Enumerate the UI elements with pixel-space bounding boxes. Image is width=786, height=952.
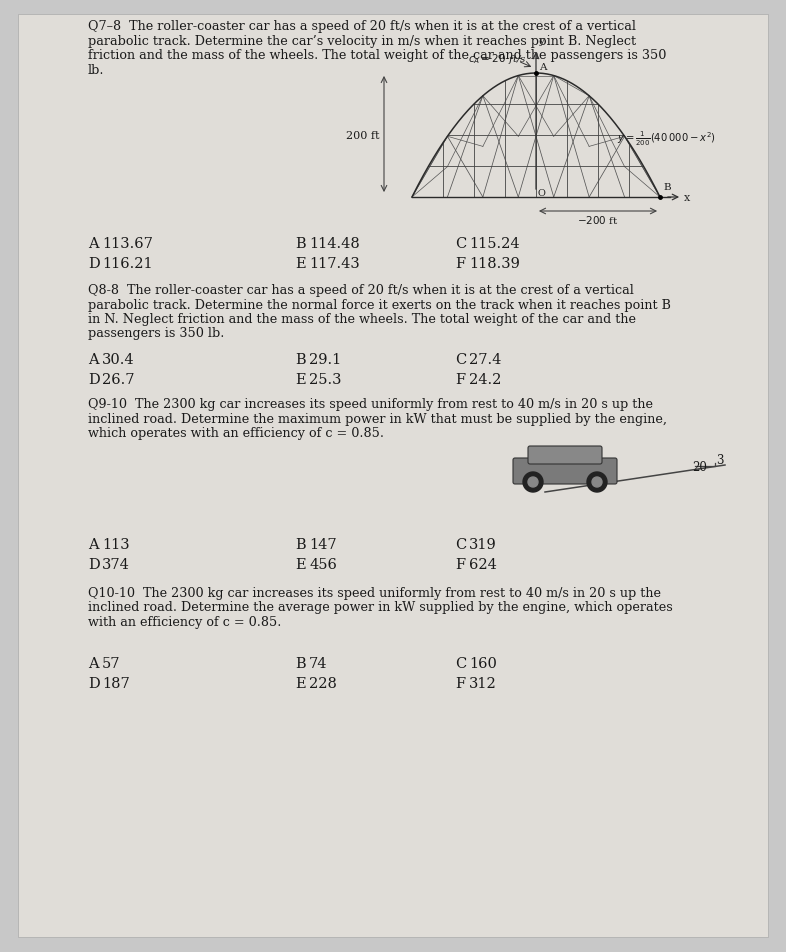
Text: $c_A=20$ ft/s: $c_A=20$ ft/s: [468, 52, 527, 66]
Text: F: F: [455, 372, 465, 387]
Text: F: F: [455, 676, 465, 690]
FancyBboxPatch shape: [528, 446, 602, 465]
Text: 319: 319: [469, 538, 497, 551]
Text: $-200$ ft: $-200$ ft: [577, 214, 619, 226]
Text: 374: 374: [102, 558, 130, 571]
Circle shape: [587, 472, 607, 492]
Text: 20: 20: [692, 461, 707, 474]
Text: parabolic track. Determine the car’s velocity in m/s when it reaches point B. Ne: parabolic track. Determine the car’s vel…: [88, 34, 636, 48]
Text: 113.67: 113.67: [102, 237, 152, 250]
Text: 200 ft: 200 ft: [347, 130, 380, 141]
Text: 29.1: 29.1: [309, 352, 341, 367]
Text: 26.7: 26.7: [102, 372, 134, 387]
Text: 117.43: 117.43: [309, 257, 360, 270]
Text: E: E: [295, 257, 306, 270]
Text: 312: 312: [469, 676, 497, 690]
Text: friction and the mass of the wheels. The total weight of the car and the passeng: friction and the mass of the wheels. The…: [88, 49, 667, 62]
Text: which operates with an efficiency of c = 0.85.: which operates with an efficiency of c =…: [88, 426, 384, 440]
Text: 57: 57: [102, 656, 120, 670]
Text: inclined road. Determine the maximum power in kW that must be supplied by the en: inclined road. Determine the maximum pow…: [88, 412, 667, 425]
Text: Q10-10  The 2300 kg car increases its speed uniformly from rest to 40 m/s in 20 : Q10-10 The 2300 kg car increases its spe…: [88, 586, 661, 600]
Text: B: B: [295, 538, 306, 551]
Text: E: E: [295, 372, 306, 387]
Text: B: B: [295, 656, 306, 670]
Text: inclined road. Determine the average power in kW supplied by the engine, which o: inclined road. Determine the average pow…: [88, 601, 673, 614]
Text: 115.24: 115.24: [469, 237, 520, 250]
Text: A: A: [539, 63, 546, 72]
Text: C: C: [455, 237, 466, 250]
Text: C: C: [455, 538, 466, 551]
Text: lb.: lb.: [88, 64, 105, 76]
Text: C: C: [455, 656, 466, 670]
Text: D: D: [88, 257, 100, 270]
Text: D: D: [88, 676, 100, 690]
Text: Q8-8  The roller-coaster car has a speed of 20 ft/s when it is at the crest of a: Q8-8 The roller-coaster car has a speed …: [88, 284, 634, 297]
Text: A: A: [88, 237, 98, 250]
Text: passengers is 350 lb.: passengers is 350 lb.: [88, 327, 224, 340]
Text: 147: 147: [309, 538, 336, 551]
Circle shape: [523, 472, 543, 492]
Text: 3: 3: [716, 453, 723, 466]
Text: B: B: [663, 183, 670, 191]
Text: 116.21: 116.21: [102, 257, 152, 270]
FancyBboxPatch shape: [18, 15, 768, 937]
Text: 624: 624: [469, 558, 497, 571]
Text: x: x: [684, 193, 690, 203]
Text: 118.39: 118.39: [469, 257, 520, 270]
Text: D: D: [88, 372, 100, 387]
Text: Q9-10  The 2300 kg car increases its speed uniformly from rest to 40 m/s in 20 s: Q9-10 The 2300 kg car increases its spee…: [88, 398, 653, 410]
Text: C: C: [455, 352, 466, 367]
Text: 228: 228: [309, 676, 337, 690]
FancyBboxPatch shape: [513, 459, 617, 485]
Text: E: E: [295, 676, 306, 690]
Text: 114.48: 114.48: [309, 237, 360, 250]
Text: B: B: [295, 237, 306, 250]
Text: 25.3: 25.3: [309, 372, 341, 387]
Circle shape: [592, 478, 602, 487]
Text: parabolic track. Determine the normal force it exerts on the track when it reach: parabolic track. Determine the normal fo…: [88, 298, 671, 311]
Text: 27.4: 27.4: [469, 352, 501, 367]
Text: B: B: [295, 352, 306, 367]
Text: E: E: [295, 558, 306, 571]
Text: 160: 160: [469, 656, 497, 670]
Text: D: D: [88, 558, 100, 571]
Text: 113: 113: [102, 538, 130, 551]
Text: 187: 187: [102, 676, 130, 690]
Text: A: A: [88, 352, 98, 367]
Text: $y = \frac{1}{200}(40\,000-x^2)$: $y = \frac{1}{200}(40\,000-x^2)$: [616, 129, 715, 148]
Text: 30.4: 30.4: [102, 352, 134, 367]
Text: A: A: [88, 538, 98, 551]
Text: y: y: [538, 36, 544, 46]
Text: F: F: [455, 257, 465, 270]
Text: F: F: [455, 558, 465, 571]
Text: with an efficiency of c = 0.85.: with an efficiency of c = 0.85.: [88, 615, 281, 628]
Text: 24.2: 24.2: [469, 372, 501, 387]
Circle shape: [528, 478, 538, 487]
Text: Q7–8  The roller-coaster car has a speed of 20 ft/s when it is at the crest of a: Q7–8 The roller-coaster car has a speed …: [88, 20, 636, 33]
Text: 74: 74: [309, 656, 328, 670]
Text: A: A: [88, 656, 98, 670]
Text: O: O: [538, 188, 545, 198]
Text: 456: 456: [309, 558, 337, 571]
Text: in N. Neglect friction and the mass of the wheels. The total weight of the car a: in N. Neglect friction and the mass of t…: [88, 312, 636, 326]
